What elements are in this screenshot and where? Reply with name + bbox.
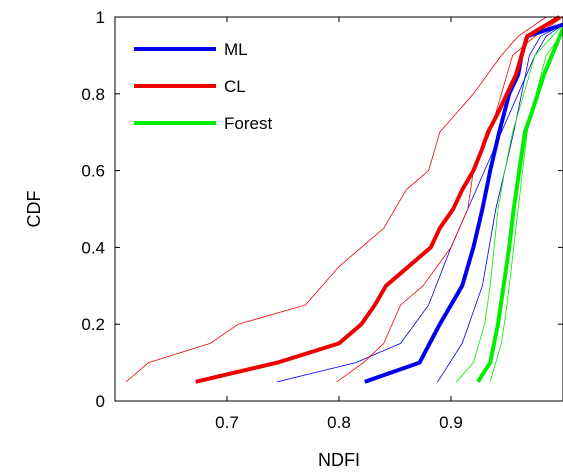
bound-lines <box>125 16 563 383</box>
x-tick-label: 0.7 <box>215 413 239 432</box>
y-tick-label: 0.4 <box>81 238 105 257</box>
y-tick-label: 1 <box>96 8 105 27</box>
legend-label-forest: Forest <box>224 114 272 133</box>
y-axis-label: CDF <box>24 191 44 228</box>
bound-line-8 <box>489 32 563 383</box>
bound-line-6 <box>336 16 563 383</box>
bound-line-4 <box>437 24 563 383</box>
bound-line-5 <box>125 16 547 383</box>
x-tick-label: 0.8 <box>327 413 351 432</box>
legend: ML CL Forest <box>134 40 272 133</box>
y-tick-label: 0.2 <box>81 315 105 334</box>
axis-ticks: 0.7 0.8 0.9 0 0.2 0.4 0.6 0.8 1 <box>81 8 563 432</box>
y-tick-label: 0 <box>96 392 105 411</box>
y-tick-label: 0.6 <box>81 162 105 181</box>
legend-label-ml: ML <box>224 40 248 59</box>
y-tick-label: 0.8 <box>81 85 105 104</box>
bound-line-3 <box>277 24 563 383</box>
x-axis-label: NDFI <box>318 450 360 470</box>
bound-line-7 <box>456 24 563 383</box>
series-line-forest <box>476 27 563 383</box>
legend-label-cl: CL <box>224 77 246 96</box>
main-lines <box>195 15 563 384</box>
series-line-cl <box>195 15 561 384</box>
series-line-ml <box>364 22 563 384</box>
x-tick-label: 0.9 <box>439 413 463 432</box>
